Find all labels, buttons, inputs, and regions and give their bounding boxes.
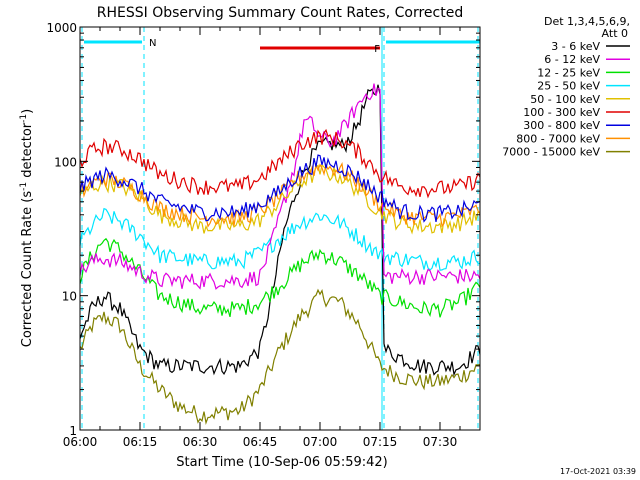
x-tick-label-30: 06:30 xyxy=(183,435,218,449)
y-tick-label-1000: 1000 xyxy=(46,21,77,35)
legend-label-25-50-kev: 25 - 50 keV xyxy=(537,80,600,93)
x-tick-label-75: 07:15 xyxy=(363,435,398,449)
legend-label-3-6-kev: 3 - 6 keV xyxy=(551,40,600,53)
y-tick-label-10: 10 xyxy=(62,290,77,304)
series-line-25-50-kev xyxy=(79,207,481,271)
y-axis-ticks: 1 10 100 1000 xyxy=(46,21,480,438)
series-line-7000-15000-kev xyxy=(79,288,481,425)
mode-bar-label-f: F xyxy=(374,44,380,55)
y-label-part-1: Corrected Count Rate (s xyxy=(20,191,35,348)
legend-label-100-300-kev: 100 - 300 keV xyxy=(523,106,600,119)
y-label-part-3: ) xyxy=(20,109,35,114)
chart-title: RHESSI Observing Summary Count Rates, Co… xyxy=(97,5,463,21)
legend-label-300-800-kev: 300 - 800 keV xyxy=(523,119,600,132)
series-line-800-7000-kev xyxy=(79,161,481,228)
series-line-100-300-kev xyxy=(79,128,481,199)
y-tick-label-100: 100 xyxy=(54,155,77,169)
y-label-sup-1: -1 xyxy=(19,182,29,191)
x-tick-label-0: 06:00 xyxy=(63,435,98,449)
y-label-part-2: detector xyxy=(20,122,35,182)
x-tick-label-60: 07:00 xyxy=(303,435,338,449)
legend-label-50-100-kev: 50 - 100 keV xyxy=(530,93,600,106)
x-tick-label-90: 07:30 xyxy=(423,435,458,449)
x-axis-label: Start Time (10-Sep-06 05:59:42) xyxy=(176,455,387,470)
legend-label-6-12-kev: 6 - 12 keV xyxy=(544,53,600,66)
x-tick-label-45: 06:45 xyxy=(243,435,278,449)
timestamp: 17-Oct-2021 03:39 xyxy=(560,467,636,476)
y-label-sup-2: -1 xyxy=(19,114,29,123)
mode-bars: NF xyxy=(84,38,480,55)
x-axis-ticks: 06:00 06:15 06:30 06:45 07:00 07:15 07:30 xyxy=(63,27,481,449)
series-line-3-6-kev xyxy=(79,84,481,377)
legend-header-line-1: Det 1,3,4,5,6,9, xyxy=(544,15,630,28)
legend-header-line-2: Att 0 xyxy=(602,27,628,40)
series-lines xyxy=(79,83,481,425)
series-line-300-800-kev xyxy=(79,154,481,223)
mode-bar-label-n: N xyxy=(149,38,156,49)
y-axis-label: Corrected Count Rate (s-1 detector-1) xyxy=(19,109,35,347)
legend-label-7000-15000-kev: 7000 - 15000 keV xyxy=(502,146,600,159)
y-tick-label-1: 1 xyxy=(69,424,77,438)
legend-label-12-25-kev: 12 - 25 keV xyxy=(537,66,600,79)
legend-label-800-7000-kev: 800 - 7000 keV xyxy=(516,132,600,145)
x-tick-label-15: 06:15 xyxy=(123,435,158,449)
series-line-6-12-kev xyxy=(79,83,481,290)
